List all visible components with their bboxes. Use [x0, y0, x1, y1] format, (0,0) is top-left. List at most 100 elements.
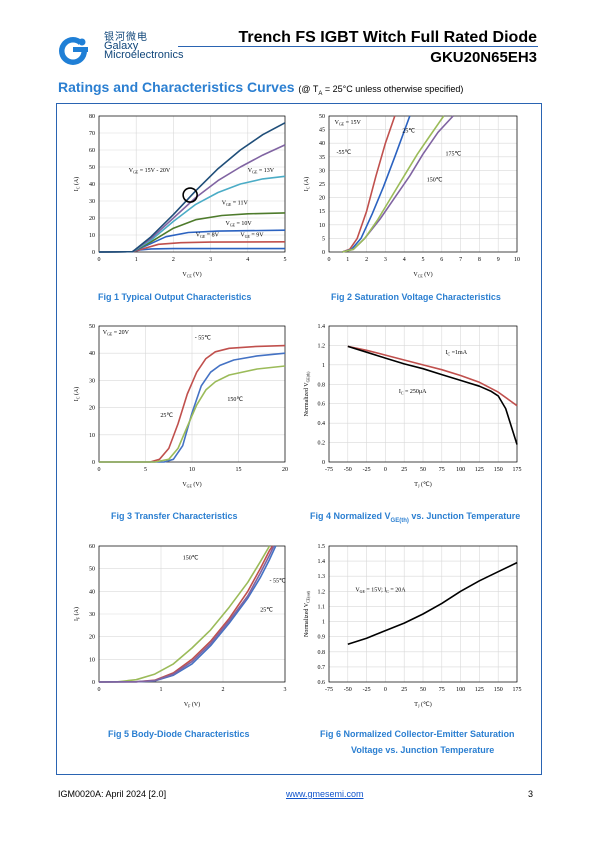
curve-label: VGE = 10V: [225, 221, 252, 228]
x-tick-label: 3: [209, 257, 212, 263]
curve-label: VGE = 9V: [240, 233, 264, 240]
y-tick-label: 0.8: [318, 382, 326, 388]
y-tick-label: 1: [322, 620, 325, 626]
y-tick-label: 15: [319, 209, 325, 215]
x-tick-label: 150: [494, 467, 503, 473]
section-condition: (@ TA = 25°C unless otherwise specified): [298, 84, 464, 97]
curve-label: VGE = 11V: [222, 200, 249, 207]
y-tick-label: 0.2: [318, 441, 326, 447]
y-tick-label: 1.4: [318, 324, 326, 330]
x-tick-label: 100: [456, 687, 465, 693]
x-axis-title: VCE (V): [413, 271, 432, 279]
x-tick-label: 10: [189, 467, 195, 473]
fig2-caption: Fig 2 Saturation Voltage Characteristics: [331, 292, 501, 302]
x-tick-label: 3: [384, 257, 387, 263]
y-tick-label: 0: [322, 250, 325, 256]
x-tick-label: 3: [284, 687, 287, 693]
curve-label: 175℃: [446, 151, 462, 157]
x-axis-title: VCE (V): [182, 271, 201, 279]
plot-area-border: [328, 325, 518, 463]
y-axis-title: Normalized VCE(sat): [304, 590, 311, 637]
y-tick-label: 50: [89, 165, 95, 171]
footer-doc-id: IGM0020A: April 2024 [2.0]: [58, 789, 167, 799]
y-tick-label: 20: [319, 196, 325, 202]
y-tick-label: 20: [89, 635, 95, 641]
y-axis-title: IC (A): [73, 387, 81, 401]
company-name-cn: 银河微电: [104, 32, 148, 43]
series-line: [99, 344, 286, 463]
highlight-circle-marker: [182, 187, 198, 203]
x-tick-label: 175: [513, 687, 522, 693]
x-tick-label: 5: [144, 467, 147, 473]
x-tick-label: -25: [363, 687, 371, 693]
y-tick-label: 0.4: [318, 421, 326, 427]
x-tick-label: 4: [403, 257, 406, 263]
curve-label: VGE = 15V; IC = 20A: [355, 587, 406, 594]
x-tick-label: 15: [236, 467, 242, 473]
x-tick-label: 0: [384, 467, 387, 473]
y-tick-label: 0.6: [318, 680, 326, 686]
x-tick-label: 1: [135, 257, 138, 263]
y-tick-label: 10: [89, 657, 95, 663]
section-title: Ratings and Characteristics Curves (@ TA…: [58, 79, 463, 97]
y-tick-label: 0: [92, 460, 95, 466]
y-tick-label: 80: [89, 114, 95, 120]
fig6-vcesat-chart: -75 -50 -25 0 25 50 75 100 125 150 175 0.6 0.7 0.8 0.9…: [304, 544, 522, 709]
y-tick-label: 30: [319, 168, 325, 174]
y-tick-label: 25: [319, 182, 325, 188]
y-tick-label: 0.6: [318, 402, 326, 408]
x-tick-label: 0: [384, 687, 387, 693]
fig6-caption-line2: Voltage vs. Junction Temperature: [351, 745, 495, 755]
fig3-caption: Fig 3 Transfer Characteristics: [111, 511, 238, 521]
x-tick-label: 10: [514, 257, 520, 263]
y-tick-label: 1.4: [318, 559, 326, 565]
curve-label: 150℃: [183, 556, 199, 562]
plot-area-border: [98, 115, 286, 253]
y-tick-label: 35: [319, 155, 325, 161]
series-line: [99, 352, 286, 463]
x-tick-label: 125: [475, 687, 484, 693]
curve-label: IC =1mA: [446, 350, 468, 357]
section-title-text: Ratings and Characteristics Curves: [58, 79, 295, 95]
curve-label: - 55℃: [195, 336, 211, 342]
fig1-caption: Fig 1 Typical Output Characteristics: [98, 292, 252, 302]
plot-area-border: [328, 115, 518, 253]
y-tick-label: 30: [89, 612, 95, 618]
footer-website-link[interactable]: www.gmesemi.com: [286, 789, 364, 799]
y-tick-label: 0.9: [318, 635, 326, 641]
series-line: [99, 365, 286, 463]
y-axis-title: IC (A): [73, 177, 81, 191]
curve-label: 25℃: [402, 128, 415, 134]
y-tick-label: 40: [89, 182, 95, 188]
x-tick-label: -50: [344, 467, 352, 473]
x-tick-label: -25: [363, 467, 371, 473]
footer-page-number: 3: [528, 789, 534, 799]
series-line: [347, 561, 518, 645]
plot-area-border: [98, 325, 286, 463]
series-line: [98, 545, 271, 683]
x-tick-label: 8: [478, 257, 481, 263]
x-tick-label: 175: [513, 467, 522, 473]
y-tick-label: 70: [89, 131, 95, 137]
curve-label: VGE = 15V - 20V: [129, 168, 171, 175]
series-line: [98, 545, 275, 683]
x-axis-title: VF (V): [184, 701, 200, 709]
x-tick-label: 0: [328, 257, 331, 263]
y-tick-label: 10: [89, 233, 95, 239]
y-tick-label: 40: [319, 141, 325, 147]
plot-area-border: [98, 545, 286, 683]
fig5-caption: Fig 5 Body-Diode Characteristics: [108, 729, 250, 739]
y-tick-label: 30: [89, 378, 95, 384]
y-tick-label: 1.2: [318, 589, 326, 595]
y-tick-label: 0.8: [318, 650, 326, 656]
x-axis-title: TJ (℃): [414, 701, 431, 709]
y-tick-label: 50: [89, 324, 95, 330]
y-axis-title: IC (A): [303, 177, 311, 191]
x-tick-label: 0: [98, 467, 101, 473]
y-tick-label: 60: [89, 148, 95, 154]
x-tick-label: 1: [160, 687, 163, 693]
x-tick-label: 2: [222, 687, 225, 693]
x-tick-label: 9: [497, 257, 500, 263]
header-divider: [178, 46, 538, 47]
x-tick-label: 0: [98, 687, 101, 693]
